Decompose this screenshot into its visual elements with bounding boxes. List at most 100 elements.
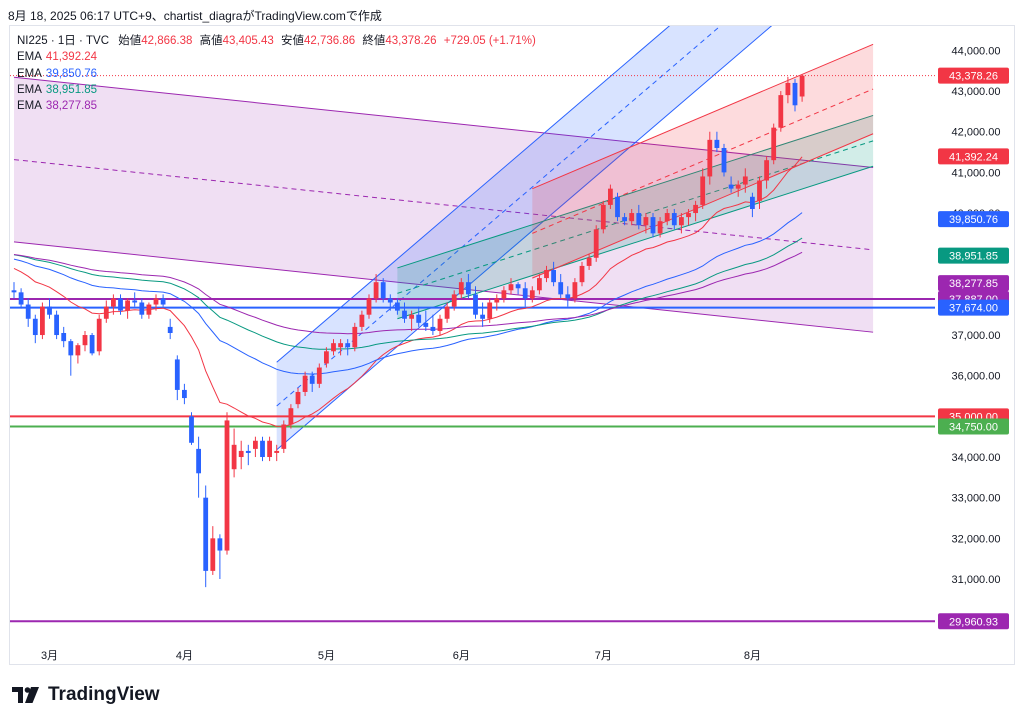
legend-high-label: 高値 [199,35,223,47]
candle [217,534,223,580]
candle [267,436,272,462]
candle [316,363,322,388]
price-label: 29,960.93 [938,613,1009,630]
price-label-box [938,275,1009,292]
price-label-text: 39,850.76 [949,214,998,226]
candle [167,318,173,340]
candle-body [480,314,485,319]
candle [366,294,372,319]
candle-body [125,300,130,311]
x-axis-tick-label: 3月 [41,650,58,662]
y-axis-tick-label: 36,000.00 [952,371,1001,383]
candle [622,213,627,226]
candle-body [728,184,734,189]
candle-body [423,322,429,327]
purple-channel [13,76,874,333]
candle-body [458,282,464,295]
legend-ema-label: EMA [17,51,42,64]
candle [458,278,464,299]
candle [373,274,379,303]
candle-body [515,284,521,289]
candle [359,310,365,331]
chart-caption: 8月 18, 2025 06:17 UTC+9、chartist_diagraが… [8,9,382,23]
green-channel-upper [397,114,874,269]
candle [771,123,777,165]
candle [551,261,556,287]
candle-body [203,497,209,571]
candle [451,290,457,311]
candle-body [778,95,784,128]
candle [600,200,606,234]
candle [132,292,138,307]
candle [565,286,571,307]
price-label-box [938,613,1009,630]
price-label-box [938,418,1009,435]
tradingview-logo[interactable]: TradingView [12,684,160,706]
candle-body [657,221,663,234]
candle [679,213,684,234]
y-axis-tick-label: 31,000.00 [952,574,1001,586]
legend-ema-value: 41,392.24 [45,51,98,64]
candle [68,339,74,376]
candle [529,286,535,303]
candle [409,310,414,331]
candle-body [331,343,336,352]
candle [799,74,805,102]
blue-channel-upper [276,26,671,363]
candle [466,274,471,299]
price-label-text: 43,378.26 [949,71,998,83]
price-label-text: 29,960.93 [949,616,998,628]
legend-ema-label: EMA [17,100,42,113]
price-label: 43,378.26 [938,67,1009,84]
candle [224,412,230,555]
price-label: 38,951.85 [938,247,1009,264]
candle-body [309,375,315,384]
price-label-box [938,148,1009,165]
candle-body [487,302,493,319]
red-channel-median [532,88,874,234]
candle-body [111,298,116,307]
candle [636,204,642,230]
candle-body [61,333,67,342]
candle-body [579,265,585,283]
candle [714,131,720,153]
purple-channel-upper [13,76,874,169]
legend-ema-label: EMA [17,83,42,96]
price-label-box [938,247,1009,264]
candle [615,192,620,222]
candle [423,310,429,331]
candle-body [473,294,478,315]
legend-ema-value: 38,277.85 [45,100,98,113]
candle [345,339,351,356]
candle [47,298,52,319]
candle-body [622,217,627,222]
price-label-box [938,211,1009,228]
y-axis-tick-label: 34,000.00 [952,452,1001,464]
candle [444,302,450,323]
candle [721,143,727,177]
candle [558,274,564,299]
candle [174,355,180,401]
candle-body [451,294,457,307]
candle-body [551,269,556,283]
ema-line-4 [13,251,803,335]
candle-body [636,213,642,226]
candle [324,347,329,368]
candle [331,339,336,356]
candle-body [643,217,649,226]
price-label: 38,277.85 [938,275,1009,292]
candle-body [345,343,351,348]
candle [125,298,130,319]
x-axis-tick-label: 7月 [595,650,612,662]
candle [537,274,542,295]
price-label: 37,674.00 [938,299,1009,316]
ema-line-2 [13,212,803,375]
candle [480,302,485,327]
candle-body [47,306,52,315]
candle [387,294,393,311]
candle-body [742,176,748,185]
legend-open-value: 42,866.38 [141,35,193,47]
candle [210,526,216,575]
candle-body [54,314,59,336]
